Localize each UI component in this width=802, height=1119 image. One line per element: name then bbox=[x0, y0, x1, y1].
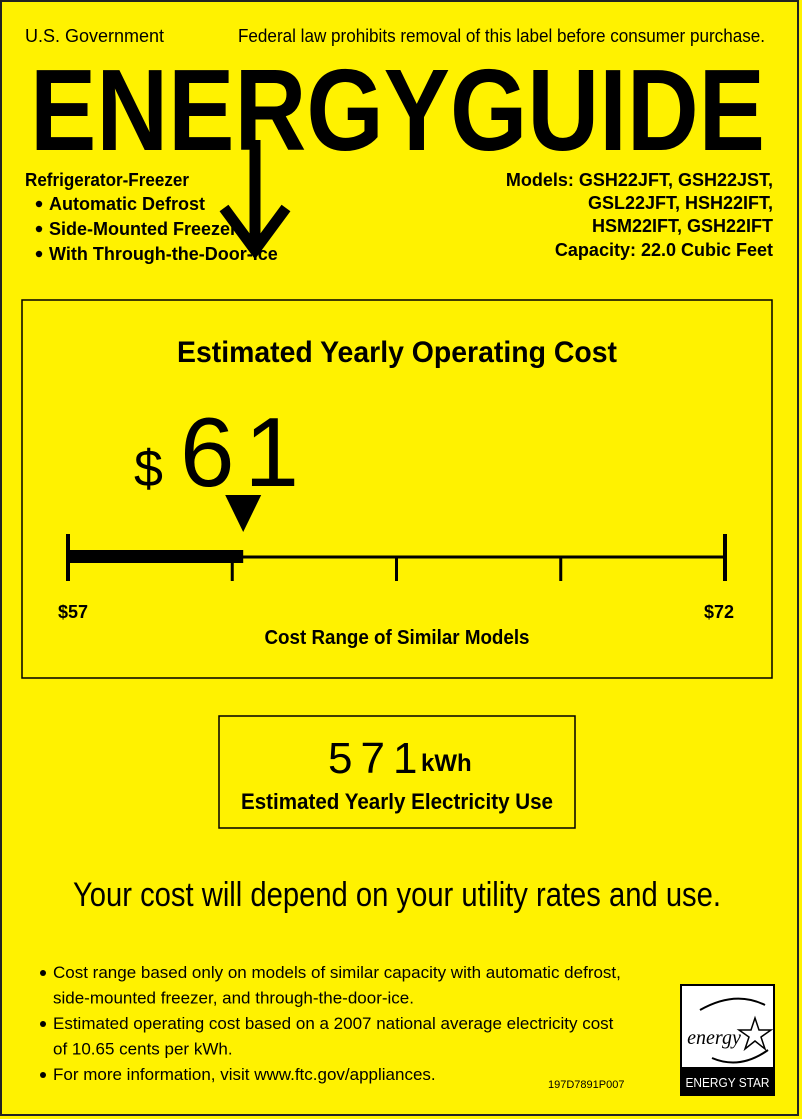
model-line: HSM22IFT, GSH22IFT bbox=[592, 216, 773, 236]
title-arrow bbox=[219, 140, 291, 260]
bullet bbox=[35, 225, 43, 233]
cost-heading: Estimated Yearly Operating Cost bbox=[177, 336, 617, 369]
range-high-label: $72 bbox=[704, 602, 734, 622]
energy-star-logo: energy ENERGY STAR bbox=[680, 984, 775, 1096]
bullet bbox=[40, 1072, 46, 1078]
logo-script: energy bbox=[687, 1027, 741, 1049]
currency-symbol: $ bbox=[134, 440, 163, 498]
bullet bbox=[40, 1021, 46, 1027]
label-title: ENERGYGUIDE bbox=[30, 45, 765, 175]
model-line: GSL22JFT, HSH22IFT, bbox=[588, 193, 773, 213]
appliance-type: Refrigerator-Freezer bbox=[25, 170, 189, 190]
cost-bar bbox=[68, 550, 244, 563]
feature: With Through-the-Door-Ice bbox=[49, 244, 278, 264]
bullet bbox=[40, 970, 46, 976]
range-caption: Cost Range of Similar Models bbox=[265, 627, 530, 649]
electricity-box bbox=[218, 715, 576, 829]
footnote-line: Cost range based only on models of simil… bbox=[53, 963, 621, 982]
feature: Side-Mounted Freezer bbox=[49, 219, 237, 239]
cost-marker bbox=[225, 495, 262, 532]
kwh-unit: kWh bbox=[421, 750, 472, 777]
footnote-line: For more information, visit www.ftc.gov/… bbox=[53, 1065, 436, 1084]
electricity-caption: Estimated Yearly Electricity Use bbox=[241, 789, 553, 814]
range-low-label: $57 bbox=[58, 602, 88, 622]
footnote-line: Estimated operating cost based on a 2007… bbox=[53, 1014, 614, 1033]
removal-notice: Federal law prohibits removal of this la… bbox=[238, 26, 765, 46]
logo-star bbox=[736, 1015, 774, 1052]
cost-amount: 61 bbox=[180, 397, 309, 507]
kwh-amount: 571 bbox=[328, 734, 425, 783]
utility-notice: Your cost will depend on your utility ra… bbox=[73, 876, 721, 914]
footnote-line: of 10.65 cents per kWh. bbox=[53, 1040, 233, 1059]
arrow-head bbox=[219, 204, 291, 260]
footnote-line: side-mounted freezer, and through-the-do… bbox=[53, 989, 414, 1008]
cost-box bbox=[21, 299, 773, 679]
capacity: Capacity: 22.0 Cubic Feet bbox=[555, 240, 773, 260]
bullet bbox=[35, 200, 43, 208]
logo-swoosh bbox=[699, 997, 769, 1064]
feature: Automatic Defrost bbox=[49, 194, 205, 214]
logo-band bbox=[681, 1067, 774, 1095]
bullet bbox=[35, 250, 43, 258]
model-line: Models: GSH22JFT, GSH22JST, bbox=[506, 170, 773, 190]
gov-label: U.S. Government bbox=[25, 26, 164, 46]
label-code: 197D7891P007 bbox=[548, 1079, 624, 1091]
logo-label: ENERGY STAR bbox=[686, 1075, 770, 1090]
